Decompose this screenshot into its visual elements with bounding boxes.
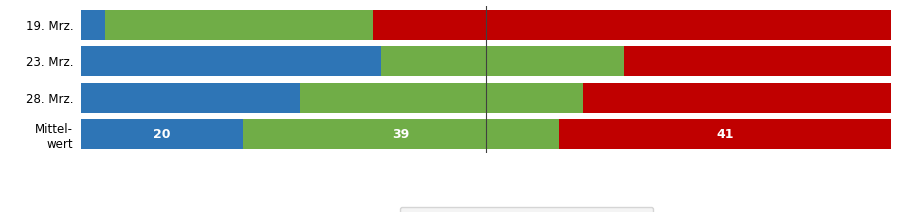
Bar — [373, 10, 891, 40]
Bar — [81, 10, 105, 40]
Bar — [300, 83, 583, 113]
Bar — [559, 119, 891, 149]
Bar — [81, 83, 300, 113]
Bar — [243, 119, 559, 149]
Bar — [105, 10, 373, 40]
Legend: Kalt, Normal, Warm: Kalt, Normal, Warm — [400, 206, 653, 212]
Text: 41: 41 — [716, 128, 734, 141]
Text: 20: 20 — [153, 128, 171, 141]
Bar — [81, 46, 381, 76]
Bar — [381, 46, 624, 76]
Bar — [624, 46, 891, 76]
Bar — [583, 83, 891, 113]
Text: 39: 39 — [392, 128, 410, 141]
Bar — [81, 119, 243, 149]
